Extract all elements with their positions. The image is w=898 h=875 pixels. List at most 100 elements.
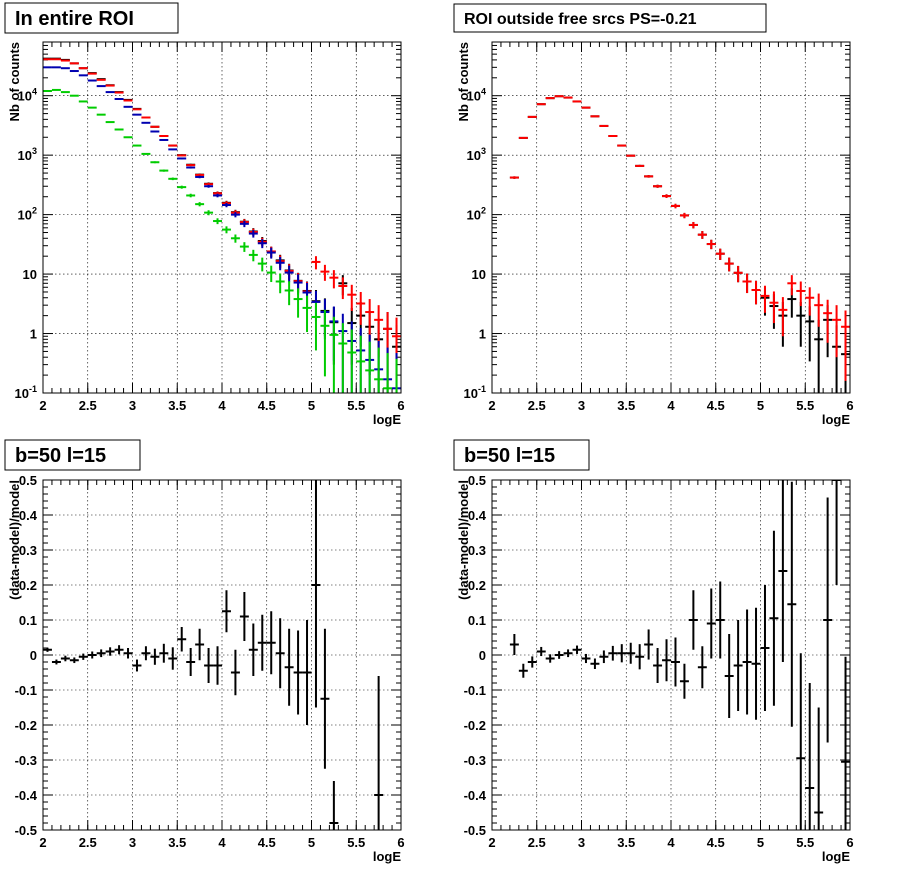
x-tick-label: 6 — [846, 835, 853, 850]
y-tick-label: -0.1 — [464, 683, 486, 698]
x-tick-label: 5 — [308, 835, 315, 850]
y-tick-label: -0.2 — [464, 718, 486, 733]
x-tick-label: 3.5 — [168, 398, 186, 413]
x-tick-label: 4.5 — [258, 835, 276, 850]
data-series-group — [43, 57, 401, 393]
y-tick-label: 10-1 — [15, 384, 37, 401]
x-tick-label: 2 — [488, 835, 495, 850]
y-tick-label: -0.1 — [15, 683, 37, 698]
x-tick-label: 6 — [397, 835, 404, 850]
y-tick-label: 10 — [23, 267, 37, 282]
x-tick-label: 2.5 — [528, 398, 546, 413]
x-tick-label: 2.5 — [79, 835, 97, 850]
chart-title-box: In entire ROI — [4, 2, 179, 34]
y-tick-label: 0.2 — [19, 578, 37, 593]
series-1 — [509, 95, 850, 393]
x-axis-title: logE — [373, 412, 401, 427]
x-tick-label: 3 — [129, 835, 136, 850]
y-tick-label: 0.5 — [19, 473, 37, 488]
data-series-group — [43, 480, 384, 830]
y-tick-label: 0.1 — [468, 613, 486, 628]
y-tick-label: 0.3 — [468, 543, 486, 558]
y-tick-label: -0.5 — [464, 823, 486, 838]
x-tick-label: 4.5 — [707, 835, 725, 850]
x-tick-label: 3 — [578, 398, 585, 413]
x-axis-title: logE — [822, 412, 850, 427]
series-1 — [509, 480, 850, 830]
y-tick-label: 103 — [467, 146, 486, 163]
chart-title-box: b=50 l=15 — [4, 439, 141, 471]
y-axis-title: Nb of counts — [7, 42, 22, 121]
y-tick-label: 104 — [467, 87, 486, 104]
x-tick-label: 2.5 — [528, 835, 546, 850]
data-series-group — [509, 95, 850, 393]
x-tick-label: 3 — [129, 398, 136, 413]
x-tick-label: 5.5 — [796, 398, 814, 413]
y-tick-label: 1 — [479, 327, 486, 342]
x-tick-label: 3 — [578, 835, 585, 850]
chart-panel-2: 2 2.5 3 3.5 4 4.5 5 5.5 6 10-1 1 10 102 103 104 logE Nb … — [453, 3, 854, 427]
x-tick-label: 2.5 — [79, 398, 97, 413]
x-tick-label: 2 — [39, 835, 46, 850]
y-tick-label: 10 — [472, 267, 486, 282]
x-axis-title: logE — [373, 849, 401, 864]
y-tick-label: 0.3 — [19, 543, 37, 558]
x-tick-label: 3.5 — [617, 835, 635, 850]
chart-title: b=50 l=15 — [464, 445, 555, 467]
x-axis-title: logE — [822, 849, 850, 864]
series-1 — [43, 480, 384, 830]
chart-title: ROI outside free srcs PS=-0.21 — [464, 11, 697, 28]
y-axis-title: Nb of counts — [456, 42, 471, 121]
chart-panel-3: 2 2.5 3 3.5 4 4.5 5 5.5 6 -0.5 -0.4 -0.3 -0.2 -0.1 0 0.… — [4, 439, 405, 864]
plot-frame — [491, 479, 851, 831]
y-tick-label: -0.3 — [15, 753, 37, 768]
y-tick-label: 102 — [18, 206, 37, 223]
chart-title-frame — [453, 439, 590, 471]
x-tick-label: 5.5 — [796, 835, 814, 850]
x-tick-label: 5.5 — [347, 398, 365, 413]
y-tick-label: -0.4 — [464, 788, 487, 803]
y-tick-label: 1 — [30, 327, 37, 342]
y-tick-label: -0.3 — [464, 753, 486, 768]
chart-title-frame — [4, 439, 141, 471]
y-tick-label: 103 — [18, 146, 37, 163]
y-tick-label: 0 — [479, 648, 486, 663]
x-tick-label: 4.5 — [707, 398, 725, 413]
x-tick-label: 2 — [39, 398, 46, 413]
y-tick-label: 0 — [30, 648, 37, 663]
x-tick-label: 5 — [308, 398, 315, 413]
x-tick-label: 3.5 — [617, 398, 635, 413]
y-axis-title: (data-model)/model — [456, 480, 471, 600]
x-tick-label: 5.5 — [347, 835, 365, 850]
y-tick-label: 0.1 — [19, 613, 37, 628]
x-tick-label: 4 — [667, 398, 675, 413]
chart-title: In entire ROI — [15, 8, 134, 30]
x-tick-label: 3.5 — [168, 835, 186, 850]
plot-frame — [491, 41, 851, 394]
y-tick-label: -0.5 — [15, 823, 37, 838]
series-2 — [509, 95, 850, 381]
chart-panel-1: 2 2.5 3 3.5 4 4.5 5 5.5 6 10-1 1 10 102 103 104 logE Nb … — [4, 2, 405, 427]
x-tick-label: 4 — [218, 835, 226, 850]
y-tick-label: 102 — [467, 206, 486, 223]
series-2 — [43, 58, 401, 393]
x-tick-label: 4 — [667, 835, 675, 850]
x-tick-label: 5 — [757, 835, 764, 850]
y-tick-label: -0.2 — [15, 718, 37, 733]
chart-title: b=50 l=15 — [15, 445, 106, 467]
y-tick-label: 104 — [18, 87, 37, 104]
x-tick-label: 2 — [488, 398, 495, 413]
series-4 — [43, 88, 398, 393]
y-tick-label: 10-1 — [464, 384, 486, 401]
chart-title-box: ROI outside free srcs PS=-0.21 — [453, 3, 767, 33]
x-tick-label: 5 — [757, 398, 764, 413]
x-tick-label: 6 — [846, 398, 853, 413]
plot-frame — [42, 41, 402, 394]
chart-title-box: b=50 l=15 — [453, 439, 590, 471]
y-tick-label: 0.4 — [468, 508, 487, 523]
x-tick-label: 4 — [218, 398, 226, 413]
x-tick-label: 6 — [397, 398, 404, 413]
data-series-group — [509, 480, 850, 830]
y-tick-label: 0.4 — [19, 508, 38, 523]
